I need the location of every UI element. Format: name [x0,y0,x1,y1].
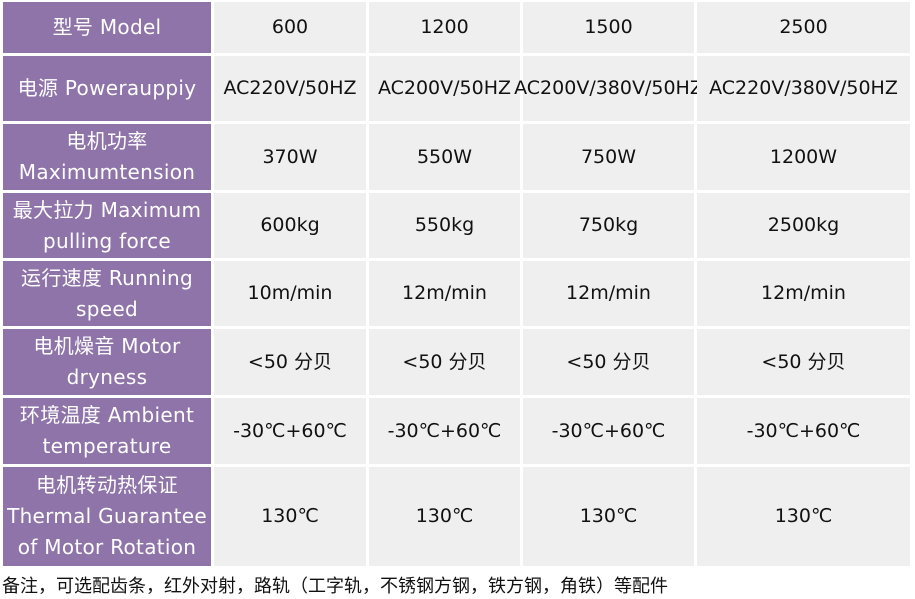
table-cell: AC220V/380V/50HZ [697,56,910,121]
row-label: 最大拉力 Maximum pulling force [3,193,211,258]
table-cell: <50 分贝 [214,329,366,395]
table-cell: <50 分贝 [369,329,520,395]
model-2500: 2500 [697,2,910,53]
table-cell: 130℃ [369,467,520,566]
table-cell: 130℃ [697,467,910,566]
row-label: 环境温度 Ambient temperature [3,398,211,464]
table-cell: 12m/min [523,261,694,326]
row-label: 电机转动热保证 Thermal Guarantee of Motor Rotat… [3,467,211,566]
table-cell: 750kg [523,193,694,258]
model-1200: 1200 [369,2,520,53]
table-cell: 600kg [214,193,366,258]
table-cell: <50 分贝 [523,329,694,395]
table-cell: -30℃+60℃ [523,398,694,464]
model-1500: 1500 [523,2,694,53]
row-label: 运行速度 Running speed [3,261,211,326]
footnote: 备注，可选配齿条，红外对射，路轨（工字轨，不锈钢方钢，铁方钢，角铁）等配件 [2,576,668,597]
spec-table: 型号 Model 600 1200 1500 2500 电源 Poweraupp… [3,2,910,566]
table-cell: 550kg [369,193,520,258]
table-cell: AC200V/50HZ [369,56,520,121]
table-cell: 12m/min [369,261,520,326]
header-label: 型号 Model [3,2,211,53]
table-cell: 12m/min [697,261,910,326]
row-label: 电机功率 Maximumtension [3,124,211,190]
table-cell: -30℃+60℃ [214,398,366,464]
table-cell: 550W [369,124,520,190]
table-cell: 750W [523,124,694,190]
table-cell: 130℃ [523,467,694,566]
table-cell: <50 分贝 [697,329,910,395]
row-label: 电源 Powerauppiy [3,56,211,121]
table-cell: 10m/min [214,261,366,326]
table-cell: 130℃ [214,467,366,566]
table-cell: AC200V/380V/50HZ [514,56,703,121]
row-label: 电机燥音 Motor dryness [3,329,211,395]
table-cell: -30℃+60℃ [369,398,520,464]
table-cell: 370W [214,124,366,190]
table-cell: 2500kg [697,193,910,258]
table-cell: 1200W [697,124,910,190]
table-cell: AC220V/50HZ [214,56,366,121]
model-600: 600 [214,2,366,53]
table-cell: -30℃+60℃ [697,398,910,464]
